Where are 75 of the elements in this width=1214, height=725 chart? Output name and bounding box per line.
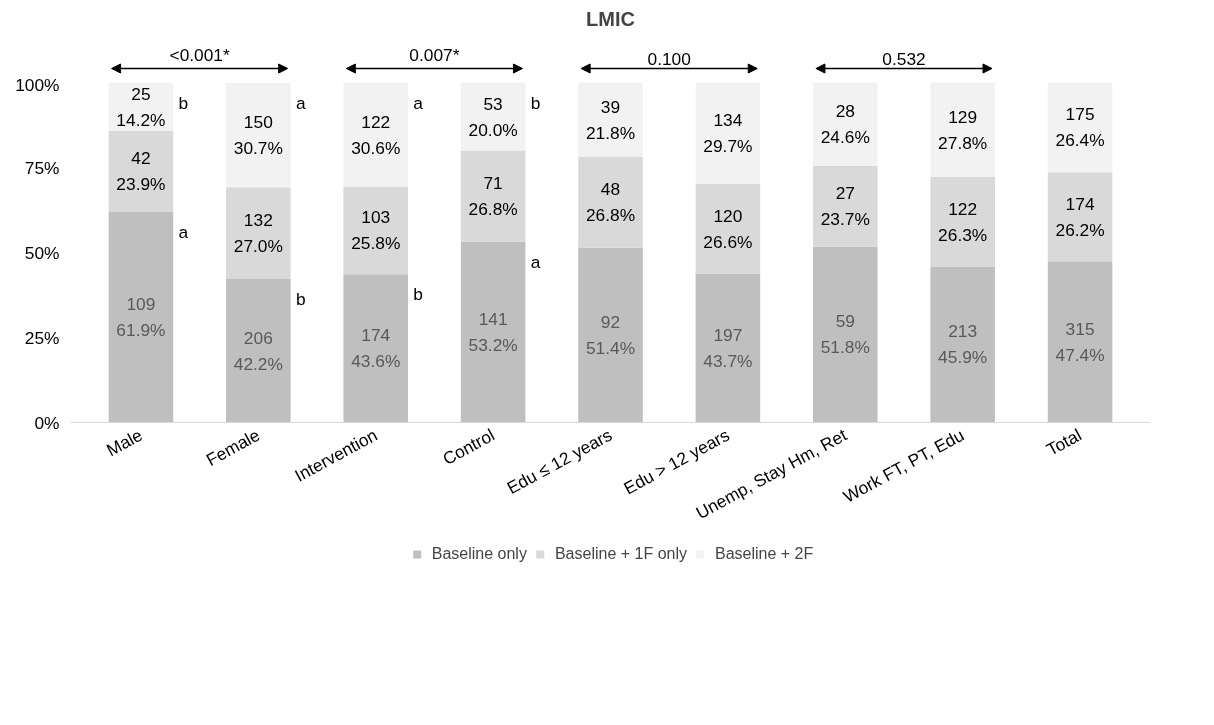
- bar: [930, 82, 995, 178]
- data-label: 59 51.8%: [820, 311, 870, 358]
- data-label: 39 21.8%: [585, 96, 636, 143]
- bar: [578, 82, 643, 157]
- data-label: 120 26.6%: [703, 205, 753, 252]
- data-label: 174 43.6%: [351, 325, 401, 372]
- data-label: 122 30.6%: [351, 111, 401, 158]
- data-label: 134 29.7%: [703, 109, 753, 156]
- x-tick-label: Total: [1043, 424, 1085, 460]
- data-label: 53 20.0%: [468, 93, 518, 140]
- data-label: 28 24.6%: [820, 100, 870, 147]
- chart-title: LMIC: [586, 7, 635, 30]
- annotation: b: [530, 92, 541, 113]
- data-label: 150 30.7%: [233, 112, 283, 159]
- text: 0.532: [882, 48, 926, 69]
- data-label: 197 43.7%: [703, 325, 753, 372]
- bar: [1047, 82, 1113, 173]
- bar: [343, 82, 408, 187]
- annotation: b: [295, 289, 306, 310]
- data-label: 175 26.4%: [1055, 104, 1105, 151]
- bar: [813, 82, 878, 166]
- annotation: b: [178, 92, 189, 113]
- bar: [108, 212, 174, 423]
- legend-label: Baseline + 2F: [714, 545, 814, 563]
- data-label: 27 23.7%: [820, 183, 870, 230]
- bar: [813, 246, 878, 423]
- data-label: 48 26.8%: [585, 179, 636, 226]
- data-label: 92 51.4%: [585, 312, 636, 359]
- y-tick-label: 25%: [24, 327, 60, 348]
- data-label: 71 26.8%: [468, 173, 518, 220]
- x-tick-label: Male: [103, 424, 146, 461]
- y-tick-label: 0%: [34, 412, 60, 433]
- data-label: 213 45.9%: [938, 321, 988, 368]
- bar: [460, 241, 526, 423]
- data-label: 42 23.9%: [116, 148, 166, 195]
- bar: [343, 186, 408, 275]
- bar: [695, 273, 761, 423]
- data-label: 129 27.8%: [938, 106, 988, 153]
- annotation: a: [178, 222, 189, 243]
- data-label: 122 26.3%: [938, 198, 988, 245]
- y-tick-label: 50%: [24, 242, 60, 263]
- data-label: 206 42.2%: [233, 327, 283, 374]
- data-label: 174 26.2%: [1055, 193, 1105, 240]
- annotation: b: [413, 284, 423, 305]
- data-label: 109 61.9%: [116, 294, 166, 341]
- data-label: 103 25.8%: [351, 207, 401, 254]
- y-tick-label: 100%: [15, 74, 60, 95]
- bar: [460, 150, 526, 242]
- data-label: 315 47.4%: [1055, 318, 1105, 365]
- text: <0.001*: [169, 44, 230, 65]
- bar: [226, 279, 291, 423]
- bar: [695, 82, 761, 184]
- bar: [226, 82, 291, 188]
- bar: [813, 165, 878, 247]
- data-label: 25 14.2%: [116, 83, 166, 130]
- bar: [343, 274, 408, 423]
- bar: [1047, 172, 1113, 262]
- y-tick-label: 75%: [24, 157, 60, 178]
- bar: [578, 156, 643, 248]
- bar: [108, 130, 174, 213]
- bar: [226, 187, 291, 280]
- bar: [930, 266, 995, 423]
- bar: [695, 183, 761, 274]
- annotation: a: [530, 251, 541, 272]
- bar: [1047, 261, 1113, 423]
- data-label: 132 27.0%: [233, 210, 283, 257]
- text: 0.100: [647, 48, 691, 69]
- bar: [930, 177, 995, 267]
- legend-label: Baseline only: [431, 545, 527, 563]
- data-label: 141 53.2%: [468, 309, 518, 356]
- annotation: a: [413, 92, 424, 113]
- legend-label: Baseline + 1F only: [554, 545, 687, 563]
- text: 0.007*: [409, 44, 460, 65]
- bar: [578, 247, 643, 423]
- annotation: a: [295, 92, 306, 113]
